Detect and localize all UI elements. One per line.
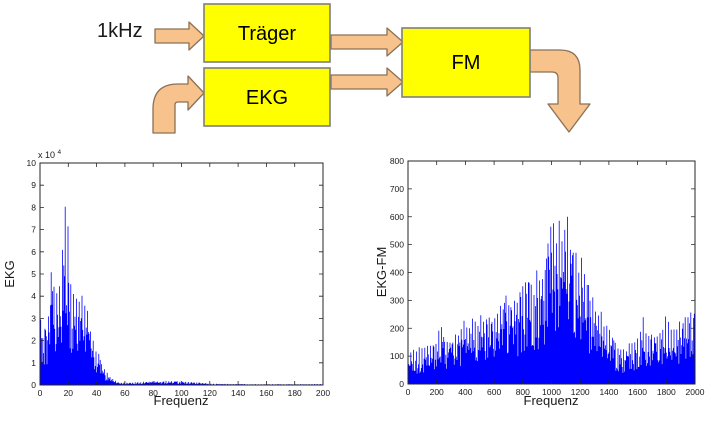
spectrum-series	[39, 206, 324, 385]
ekg-plot-scale-label: x 10 4	[38, 149, 62, 160]
x-tick-label: 60	[120, 388, 130, 398]
x-tick-label: 1400	[599, 387, 618, 397]
arrow-fm-output-icon	[529, 49, 591, 133]
y-tick-label: 100	[390, 351, 404, 361]
block-ekg-label: EKG	[246, 87, 288, 109]
y-tick-label: 9	[31, 180, 36, 190]
y-tick-label: 5	[31, 269, 36, 279]
x-tick-label: 140	[231, 388, 245, 398]
x-tick-label: 2000	[686, 387, 705, 397]
spectrum-series	[407, 216, 696, 384]
y-tick-label: 300	[390, 295, 404, 305]
x-tick-label: 600	[487, 387, 501, 397]
x-tick-label: 40	[92, 388, 102, 398]
y-tick-label: 6	[31, 247, 36, 257]
block-fm-label: FM	[452, 52, 481, 74]
signal-flow-diagram: 1kHz Träger EKG FM	[97, 3, 591, 134]
x-tick-label: 400	[458, 387, 472, 397]
x-tick-label: 120	[203, 388, 217, 398]
x-tick-label: 1200	[571, 387, 590, 397]
arrow-traeger-to-fm-icon	[330, 27, 404, 57]
y-tick-label: 2	[31, 336, 36, 346]
block-ekg	[203, 67, 331, 127]
y-tick-label: 400	[390, 268, 404, 278]
y-tick-label: 200	[390, 323, 404, 333]
y-tick-label: 7	[31, 225, 36, 235]
arrow-ekg-to-fm-icon	[330, 67, 404, 97]
y-tick-label: 700	[390, 184, 404, 194]
scale-base: x 10	[38, 150, 55, 160]
y-tick-label: 0	[31, 380, 36, 390]
ekg-plot-ylabel: EKG	[2, 260, 17, 287]
y-tick-label: 10	[27, 158, 37, 168]
ekg-fm-spectrum-plot: Frequenz EKG-FM 0 200 400 600 800 1000 1200 140…	[374, 156, 705, 408]
x-tick-label: 0	[406, 387, 411, 397]
x-tick-label: 20	[64, 388, 74, 398]
ekg-fm-plot-ylabel: EKG-FM	[374, 247, 389, 298]
arrow-input-to-traeger-icon	[154, 21, 205, 51]
arrow-into-ekg-icon	[152, 75, 205, 134]
y-tick-label: 0	[399, 379, 404, 389]
block-fm	[401, 27, 531, 98]
x-tick-label: 200	[430, 387, 444, 397]
y-tick-label: 800	[390, 156, 404, 166]
x-tick-label: 1000	[542, 387, 561, 397]
y-tick-label: 8	[31, 202, 36, 212]
y-tick-label: 4	[31, 291, 36, 301]
y-tick-label: 3	[31, 313, 36, 323]
ekg-fm-plot-xlabel: Frequenz	[524, 393, 579, 408]
x-tick-label: 80	[148, 388, 158, 398]
ekg-spectrum-plot: x 10 4 Frequenz EKG 0 20 40 60 80 100 120 140 16…	[2, 149, 330, 408]
scale-exponent: 4	[58, 149, 62, 156]
ekg-plot-xlabel: Frequenz	[154, 393, 209, 408]
x-tick-label: 100	[174, 388, 188, 398]
input-frequency-label: 1kHz	[97, 20, 143, 42]
x-tick-label: 1800	[657, 387, 676, 397]
x-tick-label: 200	[316, 388, 330, 398]
x-tick-label: 0	[38, 388, 43, 398]
block-traeger	[203, 3, 331, 63]
y-tick-label: 1	[31, 358, 36, 368]
x-tick-label: 1600	[628, 387, 647, 397]
y-tick-label: 600	[390, 212, 404, 222]
y-tick-label: 500	[390, 240, 404, 250]
x-tick-label: 800	[516, 387, 530, 397]
block-traeger-label: Träger	[238, 23, 297, 45]
x-tick-label: 160	[259, 388, 273, 398]
x-tick-label: 180	[288, 388, 302, 398]
